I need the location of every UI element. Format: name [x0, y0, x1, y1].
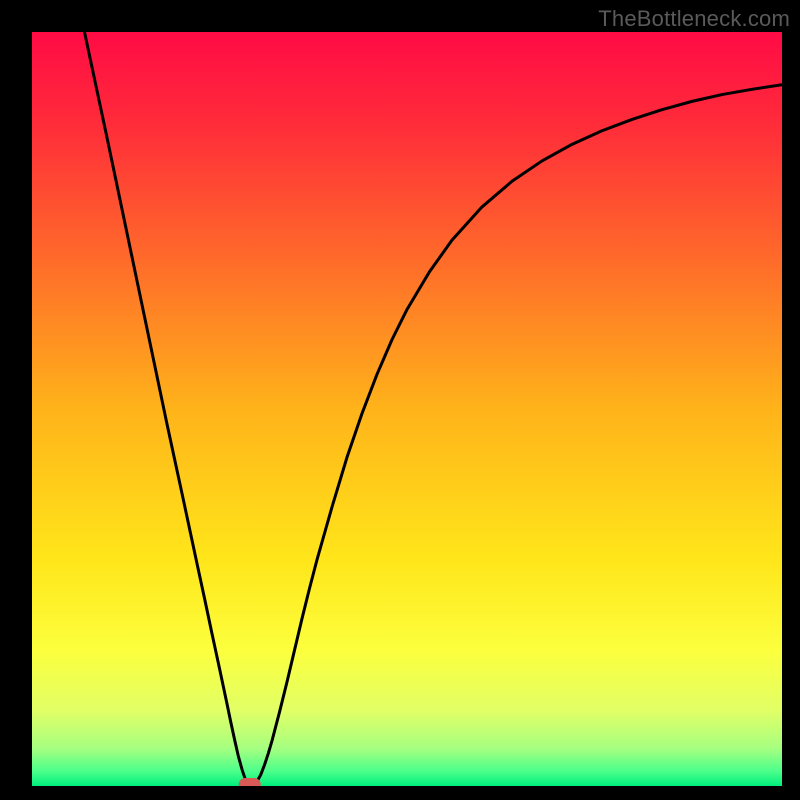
watermark-text: TheBottleneck.com [598, 6, 790, 32]
minimum-marker [238, 778, 261, 786]
curve-layer [32, 32, 782, 786]
plot-area [32, 32, 782, 786]
bottleneck-curve [85, 32, 783, 785]
